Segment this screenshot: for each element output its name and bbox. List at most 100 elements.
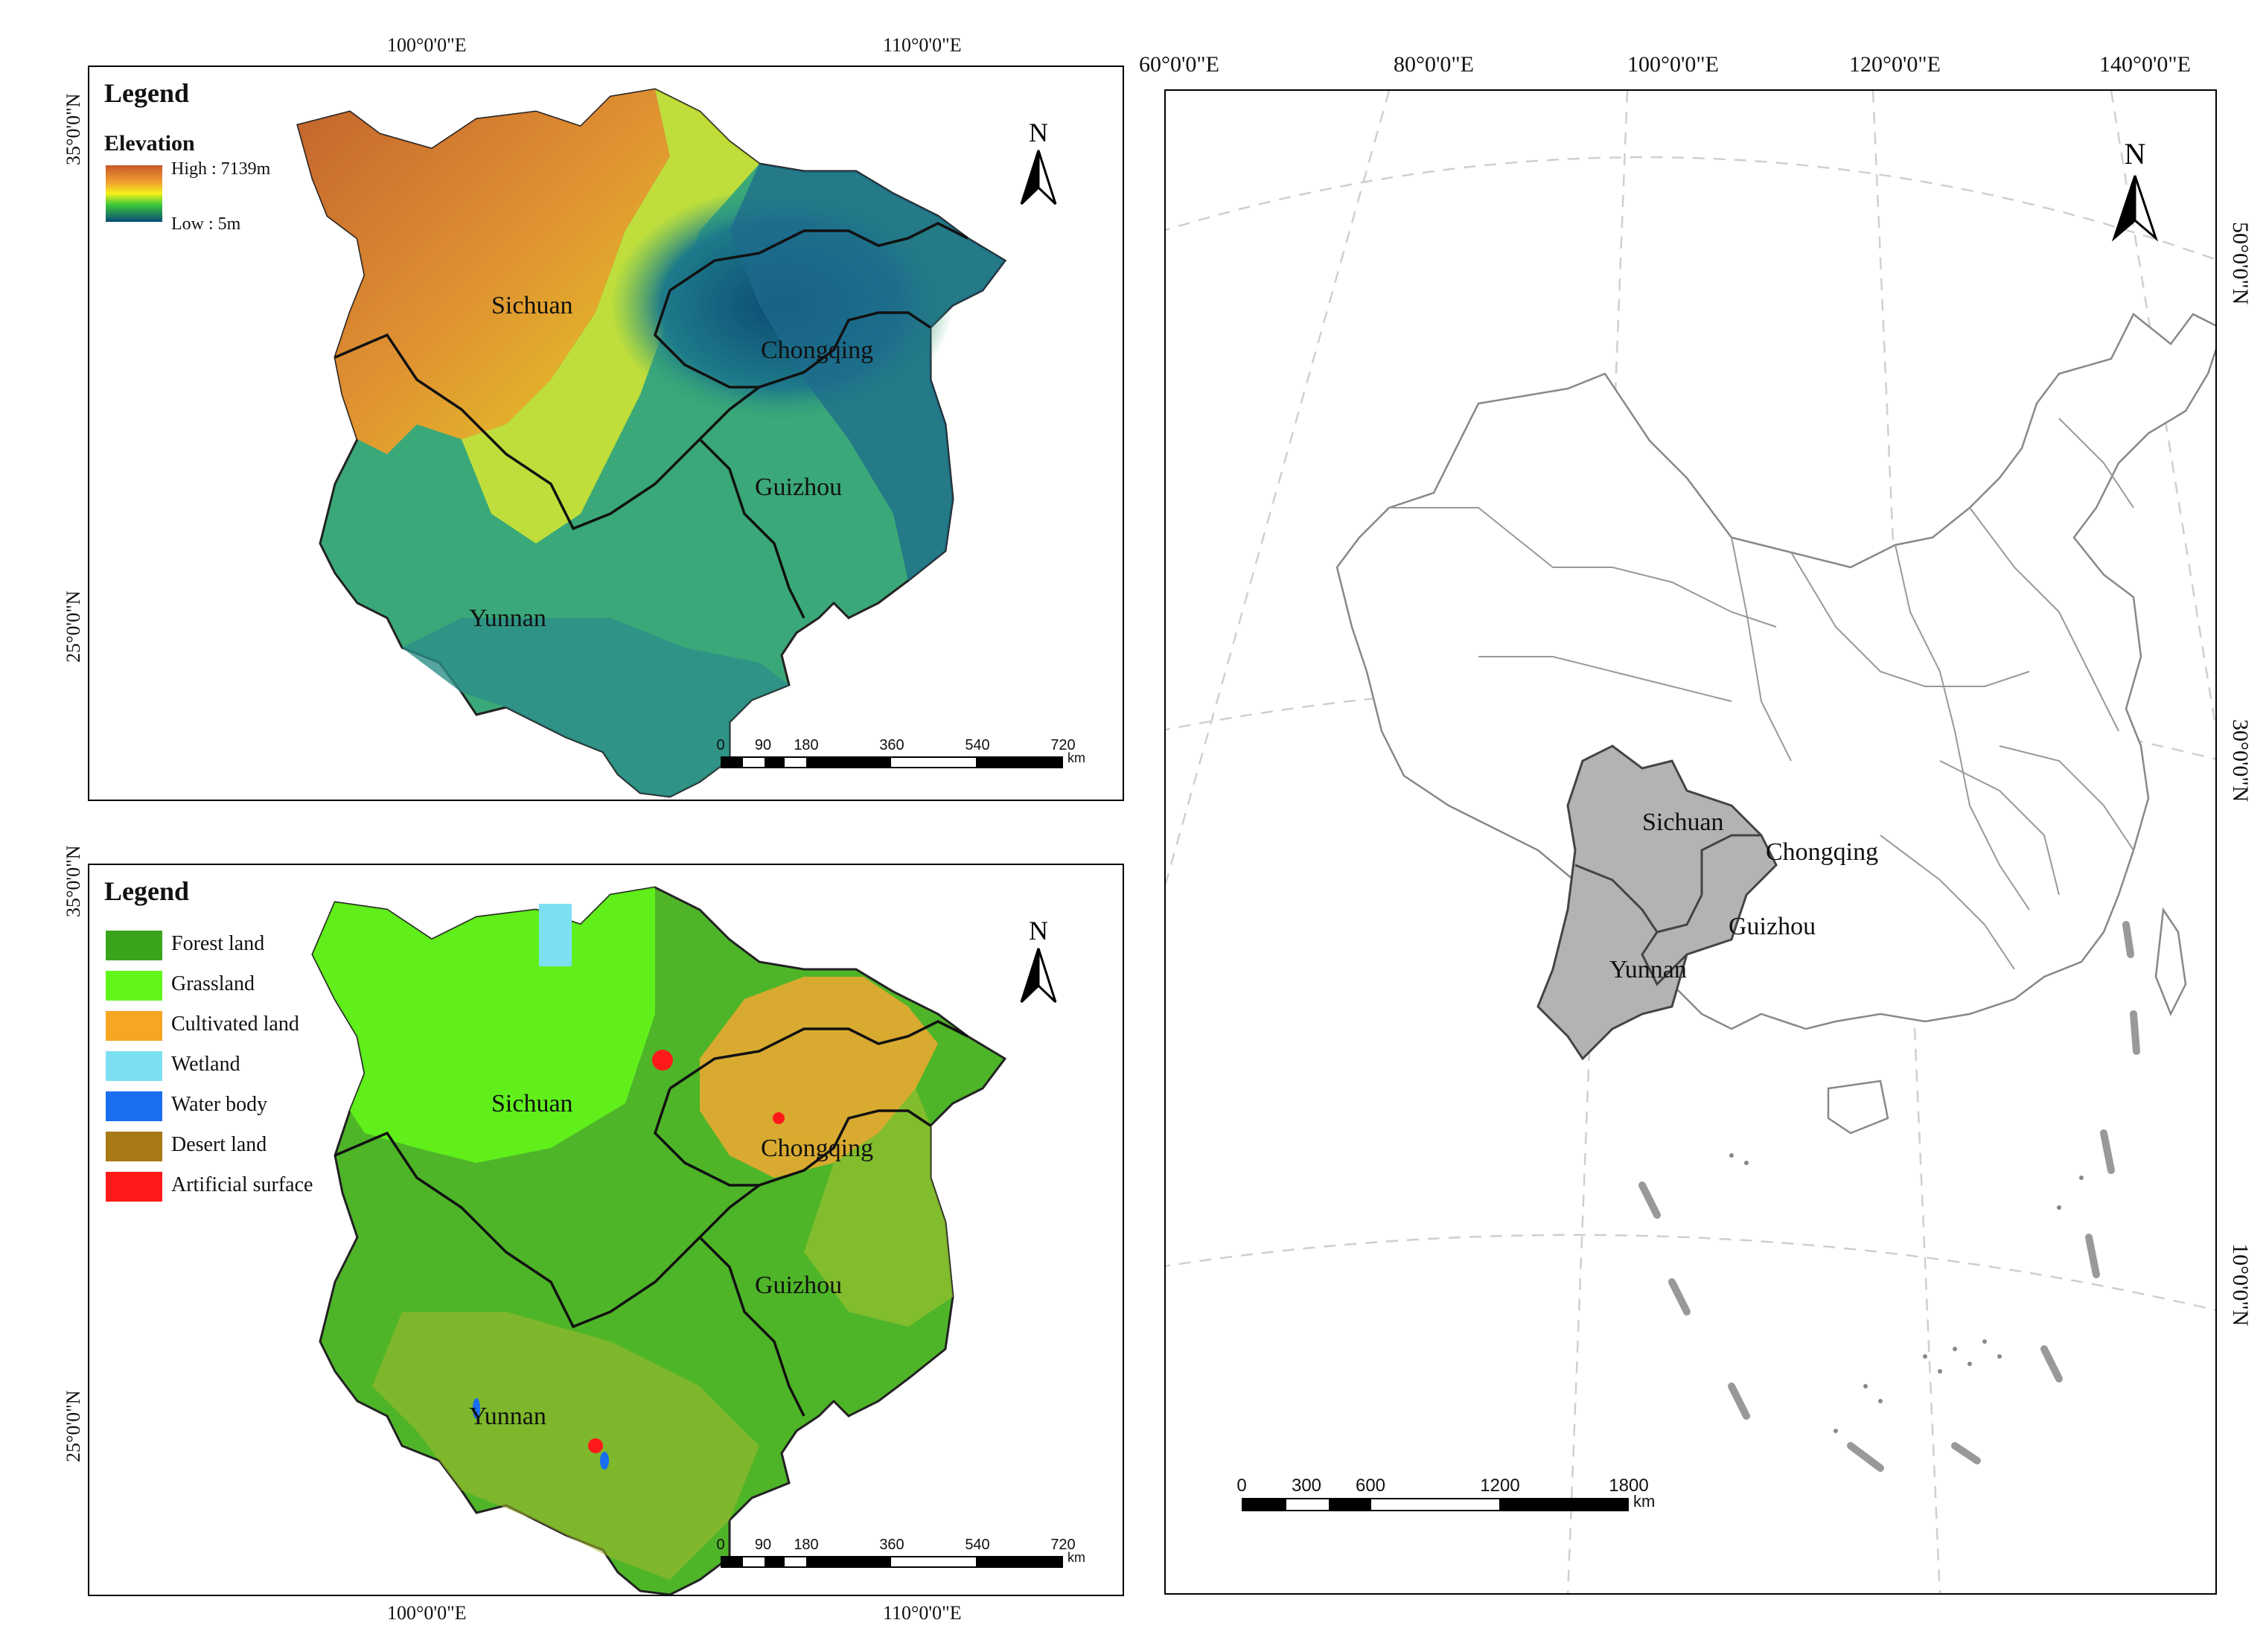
lu-legend-label: Desert land	[171, 1133, 267, 1156]
elev-top-tick-110: 110°0'0"E	[883, 34, 962, 56]
elev-north-label: N	[1029, 118, 1048, 147]
cn-taiwan	[2154, 907, 2187, 1017]
elev-scale-bar: 0 90 180 360 540 720 km	[716, 737, 1085, 768]
cn-right-tick-10: 10°0'0"N	[2228, 1243, 2253, 1327]
cn-sw-borders	[1574, 834, 1761, 986]
elev-low-label: Low : 5m	[171, 214, 241, 234]
elev-scale-segments	[721, 756, 1063, 768]
lu-legend-swatch	[106, 1132, 162, 1161]
elev-color-ramp	[106, 165, 162, 222]
elev-north-arrow-icon: N	[1020, 118, 1057, 205]
cn-label-chongqing: Chongqing	[1766, 838, 1879, 866]
cn-label-guizhou: Guizhou	[1729, 913, 1816, 940]
elev-scale-unit: km	[1067, 750, 1085, 765]
elev-label-chongqing: Chongqing	[761, 337, 874, 364]
lu-legend-label: Artificial surface	[171, 1173, 313, 1196]
elev-plateau	[298, 89, 670, 454]
cn-scale-600: 600	[1355, 1476, 1386, 1496]
lu-north-arrow-icon: N	[1020, 916, 1057, 1004]
lu-kunming-urban	[588, 1438, 603, 1453]
elev-scale-180: 180	[794, 737, 819, 753]
elev-left-tick-35: 35°0'0"N	[63, 93, 84, 165]
lu-legend-swatch	[106, 1091, 162, 1121]
elev-label-sichuan: Sichuan	[491, 292, 573, 319]
landuse-map-svg	[311, 886, 1007, 1595]
lu-label-guizhou: Guizhou	[755, 1272, 843, 1299]
lu-erhai-lake	[473, 1398, 480, 1419]
landuse-map-panel: Legend Forest land Grassland Cultivated la…	[88, 864, 1124, 1596]
lu-scale-bar: 0 90 180 360 540 720 km	[716, 1537, 1085, 1568]
cn-scale-segments	[1242, 1498, 1629, 1511]
lu-legend-swatch	[106, 1172, 162, 1202]
elev-legend-title: Legend	[104, 78, 190, 108]
lu-scale-540: 540	[965, 1537, 990, 1553]
cn-north-label: N	[2125, 137, 2146, 170]
elev-label-yunnan: Yunnan	[469, 605, 546, 632]
cn-top-tick-60: 60°0'0"E	[1139, 52, 1219, 77]
cn-right-tick-50: 50°0'0"N	[2228, 222, 2253, 305]
cn-scale-numbers: 0 300 600 1200 1800	[1236, 1476, 1648, 1498]
elev-scale-720: 720	[1050, 737, 1076, 753]
elev-left-tick-25: 25°0'0"N	[63, 590, 84, 663]
cn-hainan	[1827, 1079, 1889, 1135]
lu-legend-swatch	[106, 931, 162, 960]
cn-north-arrow-icon: N	[2111, 137, 2159, 242]
lu-legend-label: Grassland	[171, 972, 255, 995]
lu-scale-360: 360	[879, 1537, 904, 1553]
elevation-map-svg	[296, 88, 1007, 798]
cn-scale-300: 300	[1291, 1476, 1322, 1496]
cn-top-tick-80: 80°0'0"E	[1394, 52, 1474, 77]
lu-label-sichuan: Sichuan	[491, 1090, 573, 1117]
china-map-svg	[1166, 91, 2215, 1593]
lu-left-tick-25: 25°0'0"N	[63, 1390, 84, 1462]
cn-sw-highlight	[1536, 744, 1778, 1061]
lu-label-chongqing: Chongqing	[761, 1135, 874, 1162]
cn-south-sea-islands	[1729, 1153, 2084, 1433]
lu-scale-0: 0	[716, 1537, 725, 1553]
elev-transition	[462, 89, 759, 543]
lu-label-yunnan: Yunnan	[469, 1403, 546, 1430]
elev-legend-subtitle: Elevation	[104, 131, 195, 156]
cn-scale-0: 0	[1236, 1476, 1247, 1496]
elev-scale-0: 0	[716, 737, 725, 753]
lu-chengdu-urban	[652, 1050, 673, 1071]
china-map-panel: N Sichuan Chongqing Guizhou Yunnan 0 300…	[1164, 89, 2217, 1595]
cn-right-tick-30: 30°0'0"N	[2228, 719, 2253, 803]
cn-scale-1200: 1200	[1480, 1476, 1520, 1496]
lu-legend-label: Wetland	[171, 1053, 240, 1076]
cn-province-lines	[1389, 418, 2134, 970]
elev-scale-90: 90	[754, 737, 772, 753]
cn-label-sichuan: Sichuan	[1642, 809, 1724, 836]
cn-scale-unit: km	[1633, 1492, 1656, 1511]
lu-cultivated-basin	[700, 977, 938, 1178]
lu-legend-swatch	[106, 1011, 162, 1041]
lu-chongqing-urban	[773, 1112, 785, 1124]
cn-nine-dash-line	[1638, 921, 2140, 1472]
elev-yunnan-south	[402, 618, 789, 797]
lu-wetland-patch	[539, 904, 572, 966]
cn-top-tick-100: 100°0'0"E	[1627, 52, 1719, 77]
elev-high-label: High : 7139m	[171, 159, 271, 179]
lu-left-tick-35: 35°0'0"N	[63, 845, 84, 917]
lu-scale-90: 90	[754, 1537, 772, 1553]
lu-bottom-tick-110: 110°0'0"E	[883, 1602, 962, 1624]
lu-north-label: N	[1029, 916, 1048, 945]
lu-yunnan-mixed	[372, 1312, 759, 1580]
lu-mixed-east	[804, 1088, 953, 1327]
lu-scale-unit: km	[1067, 1550, 1085, 1565]
lu-province-borders	[334, 1020, 968, 1417]
lu-legend-label: Water body	[171, 1093, 268, 1116]
lu-bottom-tick-100: 100°0'0"E	[387, 1602, 467, 1624]
elev-east-lowland	[730, 164, 1005, 581]
cn-label-yunnan: Yunnan	[1609, 956, 1687, 983]
lu-legend-swatch	[106, 1051, 162, 1081]
elev-top-tick-100: 100°0'0"E	[387, 34, 467, 56]
elevation-map-panel: Legend Elevation High : 7139m Low : 5m N…	[88, 66, 1124, 801]
cn-top-tick-120: 120°0'0"E	[1849, 52, 1941, 77]
lu-scale-numbers: 0 90 180 360 540 720	[716, 1537, 1075, 1556]
lu-scale-720: 720	[1050, 1537, 1076, 1553]
lu-dianchi-lake	[600, 1452, 609, 1470]
lu-legend-swatch	[106, 971, 162, 1001]
lu-scale-180: 180	[794, 1537, 819, 1553]
lu-legend-label: Cultivated land	[171, 1012, 299, 1036]
